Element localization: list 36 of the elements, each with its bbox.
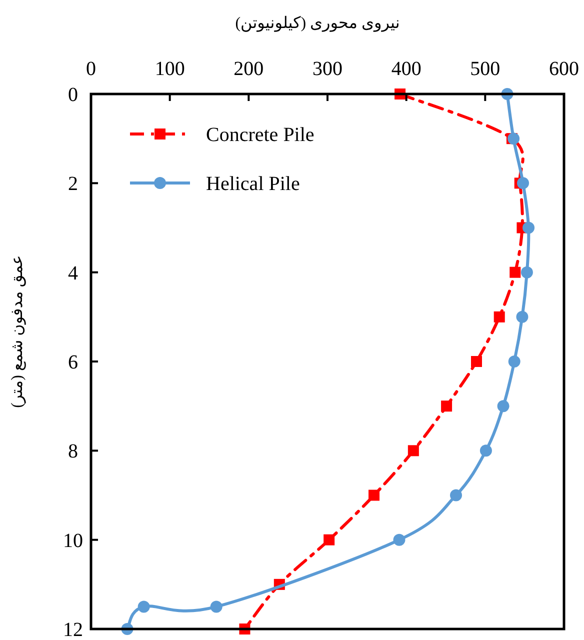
- y-tick-label: 8: [68, 440, 78, 463]
- x-tick-label: 400: [391, 58, 422, 80]
- point: [516, 310, 528, 323]
- x-tick-label: 200: [234, 58, 264, 80]
- x-tick-label: 300: [312, 58, 342, 80]
- point: [441, 400, 452, 412]
- legend-label: Concrete Pile: [206, 124, 314, 146]
- x-tick-label: 100: [154, 58, 185, 80]
- y-tick-label: 4: [68, 262, 78, 284]
- point: [138, 600, 150, 613]
- y-tick-label: 10: [63, 530, 83, 552]
- point: [480, 444, 492, 457]
- point: [508, 356, 520, 368]
- point: [497, 400, 510, 412]
- point: [324, 534, 335, 546]
- point: [517, 177, 530, 190]
- x-tick-label: 600: [549, 58, 579, 80]
- point: [508, 132, 520, 145]
- x-tick-label: 500: [470, 58, 500, 80]
- y-axis-title: عمق مدفون شمع (متر): [9, 255, 26, 408]
- point: [450, 489, 462, 502]
- point: [368, 490, 380, 501]
- y-tick-label: 12: [63, 619, 83, 640]
- point: [393, 534, 406, 546]
- point: [470, 356, 482, 367]
- y-tick-label: 0: [68, 84, 78, 106]
- point: [494, 311, 505, 322]
- legend-label: Helical Pile: [206, 173, 300, 195]
- y-tick-label: 6: [68, 352, 78, 374]
- point: [522, 222, 535, 234]
- x-axis-title: نیروی محوری (کیلونیوتن): [235, 15, 400, 32]
- point: [210, 600, 222, 613]
- point: [510, 266, 521, 278]
- point: [520, 266, 533, 278]
- point: [408, 445, 419, 456]
- y-tick-label: 2: [68, 173, 78, 196]
